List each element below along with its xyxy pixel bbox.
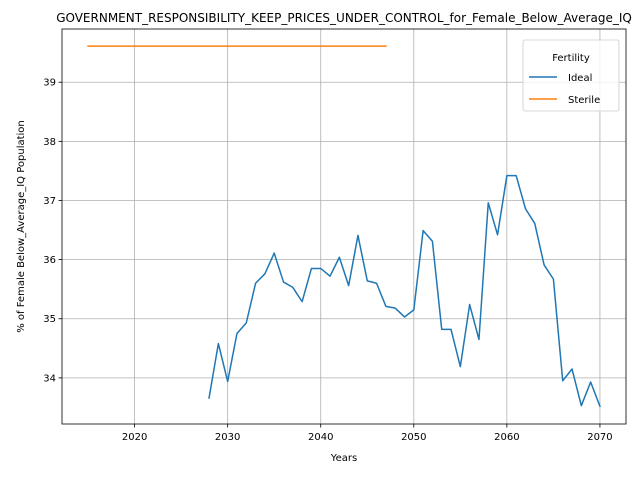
legend-box: [522, 39, 620, 112]
series-lines: [87, 45, 601, 408]
y-axis-title: % of Female Below_Average_IQ Population: [16, 120, 27, 333]
x-tick-label: 2050: [401, 432, 426, 443]
axis-ticks: 2020 2030 2040 2050 2060 2070 34 35 36 37 38 39: [43, 78, 612, 443]
y-tick-label: 38: [43, 137, 56, 148]
legend-title: Fertility: [552, 53, 590, 64]
x-tick-label: 2060: [494, 432, 519, 443]
y-tick-label: 39: [43, 78, 56, 89]
x-tick-label: 2030: [215, 432, 240, 443]
y-tick-label: 34: [43, 373, 56, 384]
y-tick-label: 36: [43, 255, 56, 266]
legend-label-sterile: Sterile: [568, 95, 600, 106]
legend-label-ideal: Ideal: [568, 73, 592, 84]
legend: Fertility Ideal Sterile: [522, 39, 620, 112]
plot-frame: [61, 28, 627, 425]
x-tick-label: 2070: [587, 432, 612, 443]
legend-items: Ideal Sterile: [529, 73, 600, 106]
x-tick-label: 2020: [122, 432, 147, 443]
chart-title: GOVERNMENT_RESPONSIBILITY_KEEP_PRICES_UN…: [56, 11, 632, 25]
y-tick-label: 37: [43, 196, 56, 207]
series-line-ideal: [208, 174, 601, 408]
x-tick-label: 2040: [308, 432, 333, 443]
y-tick-label: 35: [43, 314, 56, 325]
x-axis-title: Years: [330, 453, 357, 464]
